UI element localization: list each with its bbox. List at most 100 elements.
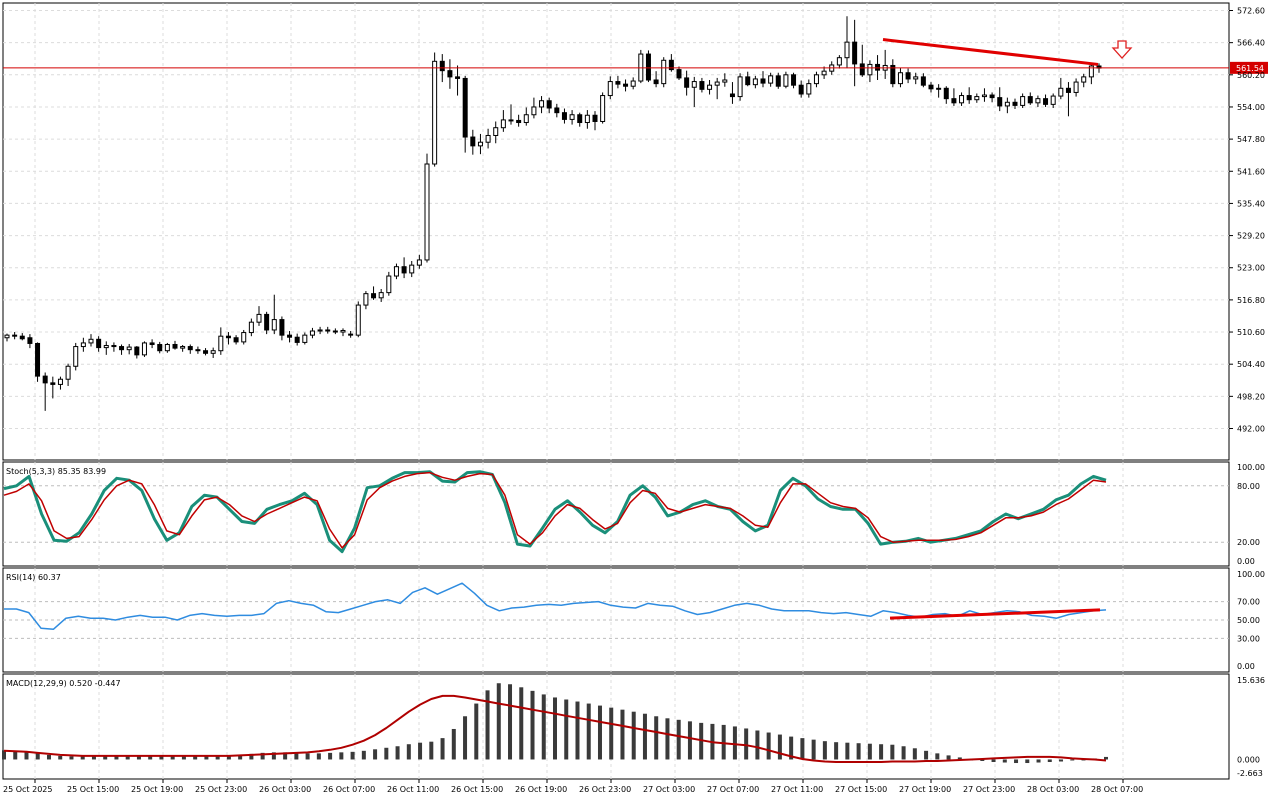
candle-body (1020, 96, 1026, 106)
macd-hist-bar (24, 751, 29, 760)
macd-hist-bar (58, 755, 63, 760)
candle-body (913, 76, 919, 80)
candle-body (241, 332, 247, 343)
candle-body (233, 337, 239, 343)
candle-body (615, 81, 621, 85)
candle-body (42, 375, 48, 384)
macd-level-label: 0.000 (1237, 755, 1260, 764)
candle-body (607, 81, 613, 97)
price-tick-label: 523.00 (1237, 264, 1265, 273)
candle-body (294, 336, 300, 343)
candle-body (126, 346, 132, 351)
candle-body (210, 350, 216, 354)
macd-level-label: -2.663 (1237, 769, 1263, 778)
rsi-label: RSI(14) 60.37 (6, 573, 61, 582)
rsi-level-label: 100.00 (1237, 570, 1265, 579)
time-tick-label: 26 Oct 23:00 (579, 785, 631, 794)
macd-hist-bar (811, 739, 816, 760)
macd-hist-bar (159, 755, 164, 760)
candle-body (35, 342, 41, 377)
candle-body (623, 83, 629, 87)
macd-hist-bar (822, 741, 827, 760)
time-tick-label: 26 Oct 11:00 (387, 785, 439, 794)
time-tick-label: 26 Oct 03:00 (259, 785, 311, 794)
candle-body (546, 100, 552, 109)
macd-layer (2, 683, 1108, 764)
candle-body (393, 266, 399, 277)
candle-body (172, 343, 178, 349)
candle-body (531, 106, 537, 116)
price-tick-label: 547.80 (1237, 135, 1265, 144)
macd-hist-bar (732, 726, 737, 760)
rsi-level-label: 70.00 (1237, 598, 1260, 607)
candle-body (867, 63, 873, 76)
current-price-label: 561.54 (1236, 64, 1264, 73)
candle-body (928, 84, 934, 90)
candle-body (332, 330, 338, 333)
macd-hist-bar (620, 709, 625, 760)
macd-hist-bar (260, 752, 265, 760)
candle-body (119, 346, 125, 351)
macd-hist-bar (215, 755, 220, 760)
candle-body (248, 321, 254, 334)
macd-hist-bar (316, 753, 321, 760)
rsi-level-label: 30.00 (1237, 634, 1260, 643)
candle-body (1035, 98, 1041, 104)
candle-body (432, 60, 438, 165)
candle-body (470, 136, 476, 147)
stoch-layer (3, 470, 1107, 554)
candle-body (523, 114, 529, 124)
candle-body (1088, 65, 1094, 78)
macd-hist-bar (1047, 759, 1052, 763)
macd-level-label: 15.636 (1237, 676, 1265, 685)
macd-hist-bar (283, 752, 288, 760)
macd-hist-bar (339, 752, 344, 760)
macd-hist-bar (789, 736, 794, 760)
candle-body (134, 346, 140, 356)
macd-hist-bar (485, 690, 490, 760)
macd-hist-bar (474, 703, 479, 760)
candle-body (271, 319, 277, 331)
candle-body (539, 100, 545, 108)
candle-body (65, 365, 71, 380)
candle-body (791, 74, 797, 86)
macd-hist-bar (395, 746, 400, 760)
macd-hist-bar (361, 750, 366, 760)
macd-hist-bar (1059, 759, 1064, 762)
macd-hist-bar (924, 750, 929, 760)
grid-lines (3, 3, 1229, 779)
candle-body (493, 127, 499, 136)
price-pane-frame (2, 2, 1230, 461)
time-tick-label: 28 Oct 03:00 (1027, 785, 1079, 794)
candle-body (287, 334, 293, 338)
candle-body (416, 259, 422, 266)
price-trendline (882, 38, 1099, 66)
candle-body (447, 70, 453, 78)
macd-hist-bar (508, 684, 513, 760)
candle-body (1081, 76, 1087, 83)
candle-body (1058, 87, 1064, 97)
candle-body (859, 63, 865, 76)
rsi-level-label: 50.00 (1237, 616, 1260, 625)
candle-body (439, 60, 445, 72)
macd-hist-bar (777, 734, 782, 760)
macd-hist-bar (406, 744, 411, 760)
candle-body (966, 95, 972, 101)
price-tick-label: 560.20 (1237, 71, 1265, 80)
candle-body (798, 84, 804, 95)
candle-body (317, 329, 323, 332)
macd-hist-bar (305, 753, 310, 760)
macd-hist-bar (440, 738, 445, 760)
candle-body (645, 53, 651, 81)
macd-hist-bar (418, 742, 423, 760)
candle-body (409, 264, 415, 274)
time-tick-label: 26 Oct 15:00 (451, 785, 503, 794)
candle-body (653, 79, 659, 85)
candle-body (813, 74, 819, 85)
candle-body (943, 87, 949, 100)
price-tick-label: 516.80 (1237, 296, 1265, 305)
candle-body (729, 93, 735, 98)
macd-hist-bar (676, 719, 681, 760)
macd-hist-bar (912, 748, 917, 760)
stoch-pane-frame (2, 461, 1230, 567)
